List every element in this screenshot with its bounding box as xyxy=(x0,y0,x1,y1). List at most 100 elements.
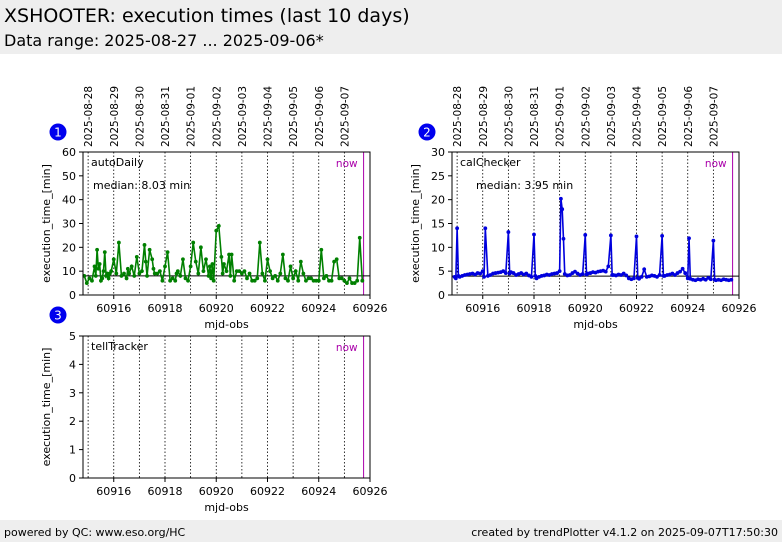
chart-1-data-point xyxy=(181,257,185,262)
chart-2-date-label: 2025-09-04 xyxy=(632,86,644,147)
footer-bar: powered by QC: www.eso.org/HC created by… xyxy=(0,520,782,542)
chart-1-data-point xyxy=(355,278,360,283)
chart-2-y-tick-label: 25 xyxy=(431,170,445,183)
chart-1-data-point xyxy=(296,278,301,283)
chart-1-date-label: 2025-08-29 xyxy=(109,86,121,147)
chart-1-data-point xyxy=(155,271,160,276)
chart-2-data-point xyxy=(480,269,485,274)
chart-1-data-point xyxy=(116,240,121,245)
chart-1-x-tick-label: 60924 xyxy=(301,302,336,315)
chart-3-badge-number: 3 xyxy=(54,309,62,323)
chart-1-data-point xyxy=(275,278,280,283)
chart-1-data-point xyxy=(106,276,111,281)
chart-1-y-tick-label: 60 xyxy=(62,146,76,159)
chart-2-x-tick-label: 60918 xyxy=(517,302,552,315)
chart-1-data-point xyxy=(150,257,155,262)
chart-1-y-tick-label: 10 xyxy=(62,265,76,278)
chart-2-data-point xyxy=(632,276,636,281)
chart-2-date-label: 2025-09-07 xyxy=(708,86,720,147)
chart-3-x-axis-label: mjd-obs xyxy=(204,501,249,514)
chart-1-x-axis-label: mjd-obs xyxy=(204,318,249,331)
chart-1-data-point xyxy=(204,257,208,262)
chart-1-x-tick-label: 60918 xyxy=(148,302,183,315)
chart-3-y-tick-label: 2 xyxy=(69,415,76,428)
chart-1-date-label: 2025-09-02 xyxy=(211,86,223,147)
chart-1-y-tick-label: 50 xyxy=(62,170,76,183)
chart-1-data-point xyxy=(304,278,308,283)
chart-2-y-tick-label: 10 xyxy=(431,241,445,254)
footer-powered-by: powered by QC: www.eso.org/HC xyxy=(4,526,186,539)
chart-2-data-point xyxy=(503,271,508,275)
chart-1-date-label: 2025-09-03 xyxy=(237,86,249,147)
chart-1-date-label: 2025-08-30 xyxy=(134,86,146,147)
chart-1-data-point xyxy=(219,254,224,259)
chart-1-data-point xyxy=(211,278,216,283)
page-subtitle: Data range: 2025-08-27 ... 2025-09-06* xyxy=(4,31,324,50)
chart-1-data-point xyxy=(280,252,285,257)
chart-1-data-point xyxy=(207,264,212,269)
chart-1-data-point xyxy=(198,245,203,250)
chart-1-data-point xyxy=(309,276,313,281)
chart-2-data-point xyxy=(455,226,460,231)
chart-1-data-point xyxy=(87,276,92,281)
chart-1-data-point xyxy=(239,271,244,276)
chart-1-data-point xyxy=(357,235,362,240)
chart-1-data-point xyxy=(210,262,215,266)
chart-2-data-point xyxy=(606,264,611,269)
chart-1-data-point xyxy=(324,274,329,278)
chart-1-data-point xyxy=(247,271,252,276)
chart-2-data-point xyxy=(478,271,483,276)
chart-1-data-point xyxy=(178,274,183,278)
chart-1-data-point xyxy=(206,274,211,278)
chart-1-data-point xyxy=(191,240,196,245)
chart-1-data-point xyxy=(329,278,334,283)
chart-2-y-tick-label: 5 xyxy=(438,265,445,278)
chart-1-now-label: now xyxy=(336,158,358,170)
chart-2-x-tick-label: 60926 xyxy=(722,302,757,315)
chart-1-data-point xyxy=(228,274,233,278)
chart-1-date-label: 2025-09-06 xyxy=(314,86,326,147)
chart-1-data-point xyxy=(319,247,324,252)
chart-2-date-label: 2025-08-29 xyxy=(478,86,490,147)
chart-1-data-point xyxy=(142,243,147,247)
chart-1-data-point xyxy=(165,250,170,255)
chart-3-y-tick-label: 4 xyxy=(69,358,76,371)
chart-2-y-tick-label: 15 xyxy=(431,218,445,231)
chart-1-data-point xyxy=(345,281,349,285)
chart-3-y-tick-label: 5 xyxy=(69,330,76,343)
chart-1-date-label: 2025-09-01 xyxy=(186,86,198,147)
chart-2-y-tick-label: 30 xyxy=(431,146,445,159)
chart-1-x-tick-label: 60922 xyxy=(250,302,285,315)
chart-1-data-point xyxy=(332,259,337,264)
chart-1-data-point xyxy=(339,276,344,281)
chart-2-data-point xyxy=(483,226,488,231)
chart-2-y-axis-label: execution_time_[min] xyxy=(409,164,422,283)
chart-1-data-point xyxy=(291,276,296,281)
chart-1-data-point xyxy=(90,278,94,283)
chart-1-data-point xyxy=(168,278,173,283)
footer-created-by: created by trendPlotter v4.1.2 on 2025-0… xyxy=(471,526,778,539)
chart-1-plot-frame xyxy=(82,151,371,296)
chart-2-badge-number: 2 xyxy=(423,126,431,140)
chart-1-badge-circle xyxy=(49,123,67,141)
chart-1-badge-number: 1 xyxy=(54,126,62,140)
chart-2-date-label: 2025-09-06 xyxy=(683,86,695,147)
chart-1-data-point xyxy=(134,254,139,259)
chart-1-data-point xyxy=(288,264,293,269)
chart-1-data-point xyxy=(270,276,275,281)
chart-1-data-point xyxy=(196,271,201,276)
chart-2-data-point xyxy=(608,233,613,238)
chart-3-y-tick-label: 3 xyxy=(69,387,76,400)
chart-2-x-tick-label: 60924 xyxy=(670,302,705,315)
chart-2-data-point xyxy=(560,207,565,212)
chart-1-data-point xyxy=(232,278,237,283)
chart-3-x-tick-label: 60922 xyxy=(250,485,285,498)
chart-2-data-point xyxy=(634,234,639,239)
chart-1-data-point xyxy=(298,259,303,264)
chart-2-data-point xyxy=(532,232,536,237)
chart-3-series-name: tellTracker xyxy=(91,340,148,353)
chart-1-data-point xyxy=(352,281,357,285)
chart-1-y-axis-label: execution_time_[min] xyxy=(40,164,53,283)
chart-1-data-point xyxy=(111,257,116,262)
chart-1-data-point xyxy=(268,269,272,274)
